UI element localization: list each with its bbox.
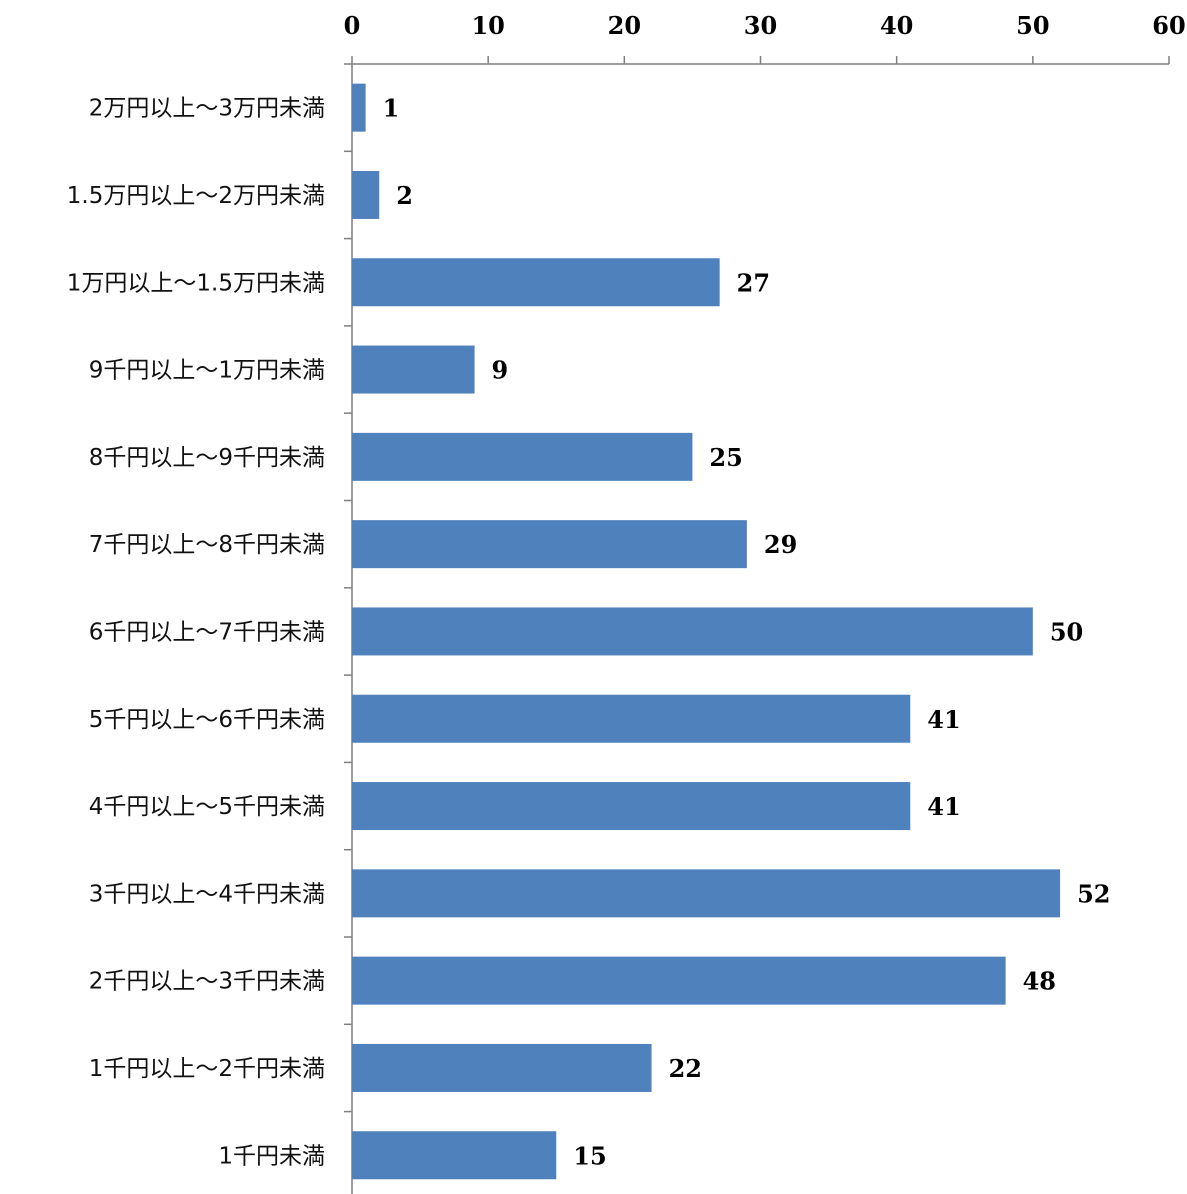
category-label: 2千円以上～3千円未満 [89,969,325,995]
data-label: 15 [573,1141,606,1170]
data-label: 41 [927,792,960,821]
x-tick-label: 40 [880,11,913,40]
category-labels: 2万円以上～3万円未満 1.5万円以上～2万円未満 1万円以上～1.5万円未満 9千円… [67,96,325,1170]
bar [352,345,475,394]
x-tick-label: 30 [744,11,777,40]
category-label: 6千円以上～7千円未満 [89,619,325,645]
category-label: 1.5万円以上～2万円未満 [67,183,325,209]
category-label: 9千円以上～1万円未満 [89,358,325,384]
bar [352,1131,557,1180]
bar [352,1043,652,1092]
category-label: 1万円以上～1.5万円未満 [67,270,325,296]
x-tick-label: 20 [608,11,641,40]
bar [352,258,720,307]
category-label: 4千円以上～5千円未満 [89,794,325,820]
data-label: 2 [396,181,413,210]
category-label: 1千円未満 [218,1143,325,1169]
data-label: 25 [709,443,742,472]
category-label: 3千円以上～4千円未満 [89,881,325,907]
y-axis [344,63,353,1194]
data-label: 41 [927,705,960,734]
x-tick-label: 60 [1152,11,1185,40]
data-label: 48 [1023,967,1056,996]
bar [352,170,380,219]
bar [352,869,1061,918]
bar [352,782,911,831]
data-label: 1 [383,94,400,123]
category-label: 2万円以上～3万円未満 [89,96,325,122]
x-axis: 0 10 20 30 40 50 60 [344,11,1186,65]
bars-group [352,83,1061,1180]
data-label: 29 [764,530,797,559]
category-label: 1千円以上～2千円未満 [89,1056,325,1082]
bar [352,956,1006,1005]
x-tick-label: 10 [471,11,504,40]
bar [352,520,747,569]
x-tick-label: 0 [344,11,361,40]
data-label: 27 [737,268,770,297]
category-label: 7千円以上～8千円未満 [89,532,325,558]
data-label: 22 [669,1054,702,1083]
data-labels: 1 2 27 9 25 29 50 41 41 52 48 22 15 [383,94,1111,1171]
x-tick-label: 50 [1016,11,1049,40]
bar [352,607,1033,656]
data-label: 9 [492,356,509,385]
data-label: 52 [1077,879,1110,908]
data-label: 50 [1050,617,1083,646]
category-label: 5千円以上～6千円未満 [89,707,325,733]
category-label: 8千円以上～9千円未満 [89,445,325,471]
bar [352,694,911,743]
bar [352,432,693,481]
bar [352,83,366,132]
